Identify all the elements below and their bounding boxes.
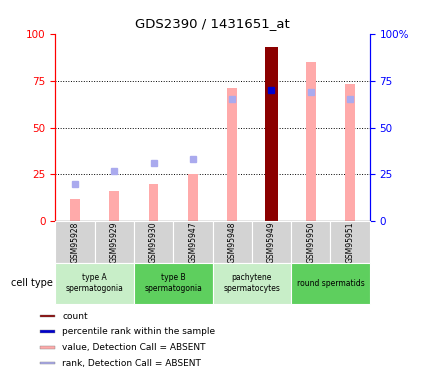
Bar (149, 184, 159, 221)
Text: type A
spermatogonia: type A spermatogonia (65, 273, 124, 293)
Text: GSM95949: GSM95949 (267, 221, 276, 262)
Bar (40, 330, 55, 333)
Bar (40, 315, 55, 318)
Text: GSM95928: GSM95928 (71, 221, 79, 262)
Bar (94, 221, 134, 262)
Text: GSM95930: GSM95930 (149, 221, 158, 262)
Bar (265, 47, 278, 221)
Bar (109, 191, 119, 221)
Text: GSM95950: GSM95950 (306, 221, 315, 262)
Text: pachytene
spermatocytes: pachytene spermatocytes (224, 273, 280, 293)
Bar (134, 262, 212, 304)
Bar (134, 221, 173, 262)
Bar (212, 221, 252, 262)
Text: percentile rank within the sample: percentile rank within the sample (62, 327, 215, 336)
Bar (252, 221, 291, 262)
Bar (55, 221, 94, 262)
Text: rank, Detection Call = ABSENT: rank, Detection Call = ABSENT (62, 358, 201, 368)
Bar (40, 346, 55, 349)
Bar (291, 221, 331, 262)
Text: GSM95947: GSM95947 (188, 221, 197, 262)
Bar (70, 199, 80, 221)
Text: cell type: cell type (11, 278, 53, 288)
Bar (212, 262, 291, 304)
Text: count: count (62, 312, 88, 321)
Title: GDS2390 / 1431651_at: GDS2390 / 1431651_at (135, 17, 290, 30)
Bar (331, 221, 370, 262)
Bar (173, 221, 212, 262)
Bar (40, 362, 55, 364)
Bar (345, 84, 355, 221)
Bar (55, 262, 134, 304)
Bar (306, 62, 316, 221)
Text: round spermatids: round spermatids (297, 279, 364, 288)
Bar (227, 88, 237, 221)
Text: GSM95929: GSM95929 (110, 221, 119, 262)
Text: GSM95948: GSM95948 (228, 221, 237, 262)
Bar (291, 262, 370, 304)
Text: type B
spermatogonia: type B spermatogonia (144, 273, 202, 293)
Bar (188, 174, 198, 221)
Text: GSM95951: GSM95951 (346, 221, 354, 262)
Text: value, Detection Call = ABSENT: value, Detection Call = ABSENT (62, 343, 206, 352)
